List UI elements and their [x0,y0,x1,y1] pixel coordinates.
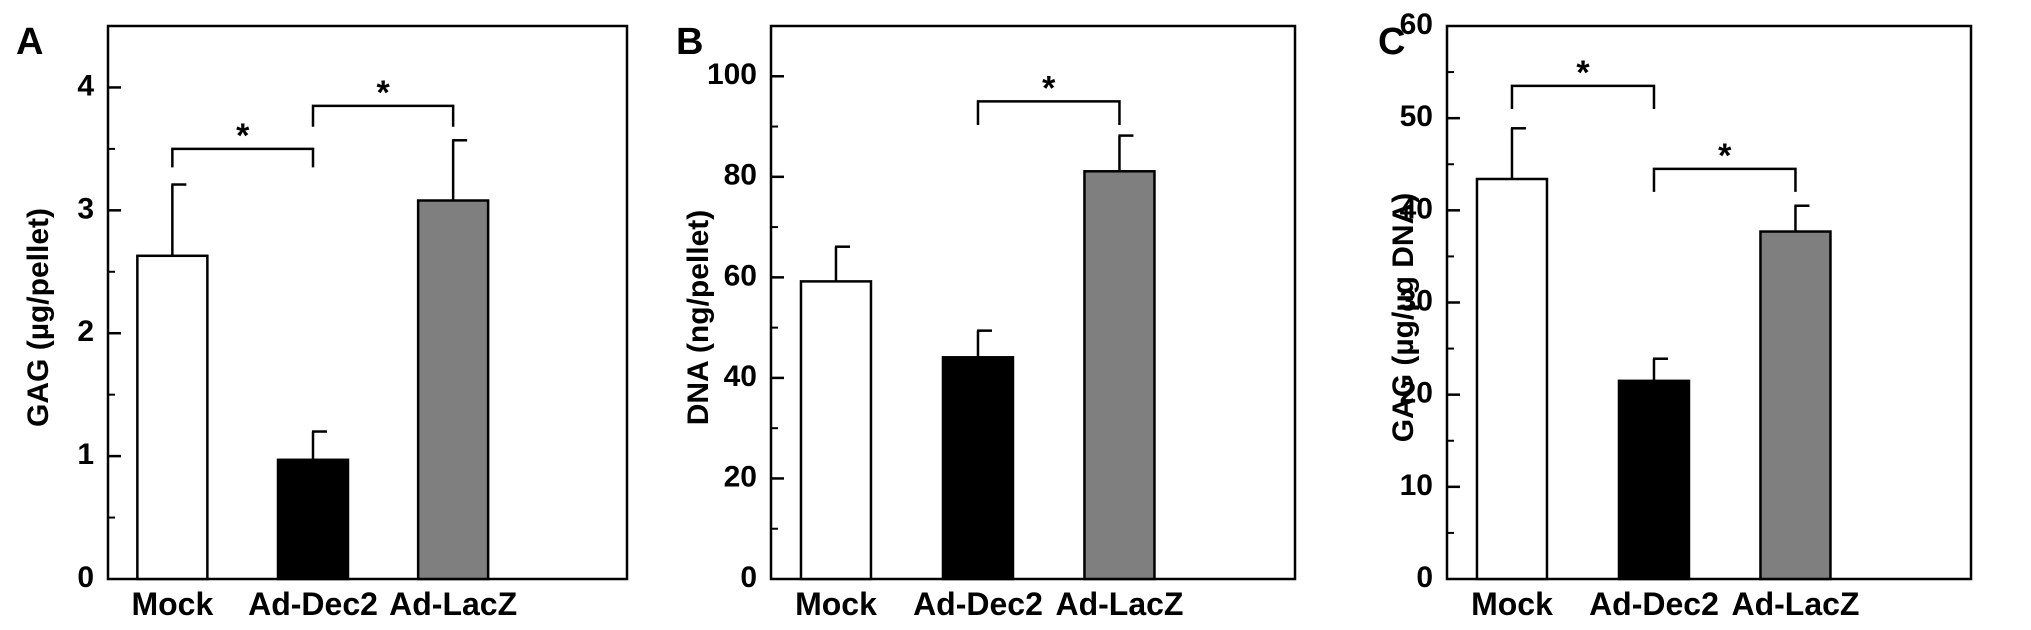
y-tick-label: 2 [77,315,94,348]
significance-star: * [1576,54,1590,92]
y-tick-label: 80 [724,159,757,192]
y-tick-label: 0 [77,561,94,594]
y-tick-label: 40 [724,360,757,393]
bar-ad-lacz [1759,230,1832,581]
plot-frame [106,24,629,581]
significance-star: * [1718,137,1732,175]
panel-letter: A [16,21,43,63]
y-tick-label: 20 [724,460,757,493]
chart-panel-a: A GAG (µg/pellet) 0 1 2 3 4 Mock Ad-Dec2 Ad-LacZ *… [16,21,629,622]
panel-letter: B [676,21,703,63]
x-tick-label: Mock [1471,586,1553,622]
significance-bracket [976,100,1121,126]
chart-panel-b: B DNA (ng/pellet) 0 20 40 60 80 100 Mock Ad-Dec2 A… [676,21,1297,622]
bar-mock [136,254,209,581]
bar-mock [799,280,873,581]
y-axis-label: DNA (ng/pellet) [682,210,715,426]
significance-bracket [171,147,315,168]
y-tick-label: 60 [724,259,757,292]
y-tick-label: 4 [77,69,94,102]
significance-bracket [1510,84,1656,109]
x-tick-label: Ad-LacZ [389,586,517,622]
y-tick-label: 20 [1400,377,1433,410]
x-tick-label: Ad-Dec2 [913,586,1043,622]
y-tick-label: 40 [1400,192,1433,225]
y-tick-label: 50 [1400,100,1433,133]
y-tick-label: 30 [1400,284,1433,317]
x-tick-label: Ad-LacZ [1055,586,1183,622]
y-tick-label: 3 [77,192,94,225]
x-tick-label: Mock [131,586,213,622]
y-tick-label: 10 [1400,469,1433,502]
bar-ad-lacz [1083,170,1156,581]
y-tick-label: 0 [740,561,757,594]
x-tick-label: Mock [795,586,877,622]
significance-star: * [376,74,390,112]
y-tick-label: 60 [1400,8,1433,41]
y-axis-label: GAG (µg/pellet) [22,208,55,427]
x-tick-label: Ad-LacZ [1731,586,1859,622]
x-tick-label: Ad-Dec2 [248,586,378,622]
significance-bracket [1652,167,1797,192]
significance-star: * [236,117,250,155]
plot-frame [769,24,1297,581]
bar-ad-dec2 [276,458,350,581]
significance-star: * [1042,69,1056,107]
y-tick-label: 0 [1416,561,1433,594]
bar-ad-lacz [416,199,490,581]
y-axis-label: GAG (µg/µg DNA) [1387,193,1420,443]
chart-panel-c: C GAG (µg/µg DNA) 0 10 20 30 40 50 60 Mock Ad-Dec2… [1378,8,1973,622]
bar-mock [1475,177,1549,581]
panel-letter: C [1378,21,1405,63]
y-tick-label: 100 [707,58,757,91]
bar-ad-dec2 [941,356,1015,581]
y-tick-label: 1 [77,438,94,471]
x-tick-label: Ad-Dec2 [1589,586,1719,622]
bar-ad-dec2 [1617,379,1691,581]
significance-bracket [311,104,455,127]
